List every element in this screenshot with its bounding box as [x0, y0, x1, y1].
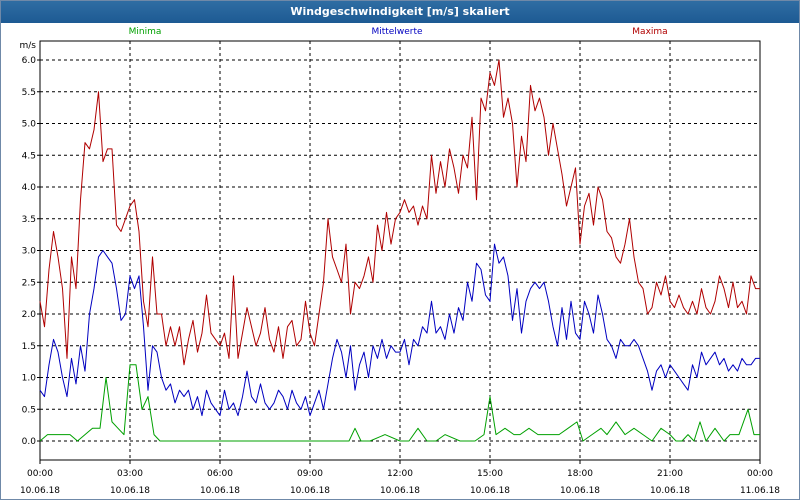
y-tick-label: 5.5: [22, 88, 36, 98]
legend-mittelwerte: Mittelwerte: [371, 27, 422, 37]
y-tick-label: 4.0: [22, 183, 37, 193]
legend-maxima: Maxima: [632, 27, 667, 37]
x-tick-time: 15:00: [477, 469, 503, 479]
x-tick-date: 10.06.18: [200, 486, 240, 496]
x-tick-time: 18:00: [567, 469, 593, 479]
x-tick-date: 10.06.18: [380, 486, 420, 496]
y-tick-label: 0.5: [22, 405, 36, 415]
x-tick-date: 10.06.18: [290, 486, 330, 496]
y-tick-label: 0.0: [22, 437, 37, 447]
y-tick-label: 1.5: [22, 342, 36, 352]
series-line-mittelwerte: [39, 243, 760, 417]
y-tick-label: 4.5: [22, 151, 36, 161]
y-tick-label: 1.0: [22, 374, 37, 384]
x-tick-date: 10.06.18: [650, 486, 690, 496]
x-tick-date: 10.06.18: [560, 486, 600, 496]
data-series: [39, 59, 760, 442]
window-title: Windgeschwindigkeit [m/s] skaliert: [1, 1, 799, 23]
x-axis: 00:00 10.06.18 03:00 10.06.18 06:00 10.06.18 0…: [20, 460, 780, 496]
y-tick-label: 3.0: [22, 247, 37, 257]
x-tick-date: 10.06.18: [20, 486, 60, 496]
x-tick-time: 00:00: [747, 469, 773, 479]
x-tick-date: 11.06.18: [740, 486, 780, 496]
x-tick-time: 03:00: [117, 469, 143, 479]
x-tick-date: 10.06.18: [470, 486, 510, 496]
series-line-minima: [39, 364, 760, 442]
x-tick-time: 06:00: [207, 469, 233, 479]
y-tick-label: 5.0: [22, 120, 37, 130]
legend: Minima Mittelwerte Maxima: [129, 27, 668, 37]
x-tick-date: 10.06.18: [110, 486, 150, 496]
x-tick-time: 12:00: [387, 469, 413, 479]
y-tick-label: 6.0: [22, 56, 37, 66]
x-tick-time: 09:00: [297, 469, 323, 479]
y-tick-label: 2.0: [22, 310, 37, 320]
y-axis-label: m/s: [20, 41, 37, 51]
legend-minima: Minima: [129, 27, 162, 37]
y-tick-label: 2.5: [22, 278, 36, 288]
y-tick-label: 3.5: [22, 215, 36, 225]
x-tick-time: 21:00: [657, 469, 683, 479]
y-axis: 0.0 0.5 1.0 1.5 2.0 2.5 3.0 3.5 4.0 4.5 5.0 5.5 6.0 m…: [20, 41, 40, 447]
x-tick-time: 00:00: [27, 469, 53, 479]
series-line-maxima: [39, 59, 760, 366]
